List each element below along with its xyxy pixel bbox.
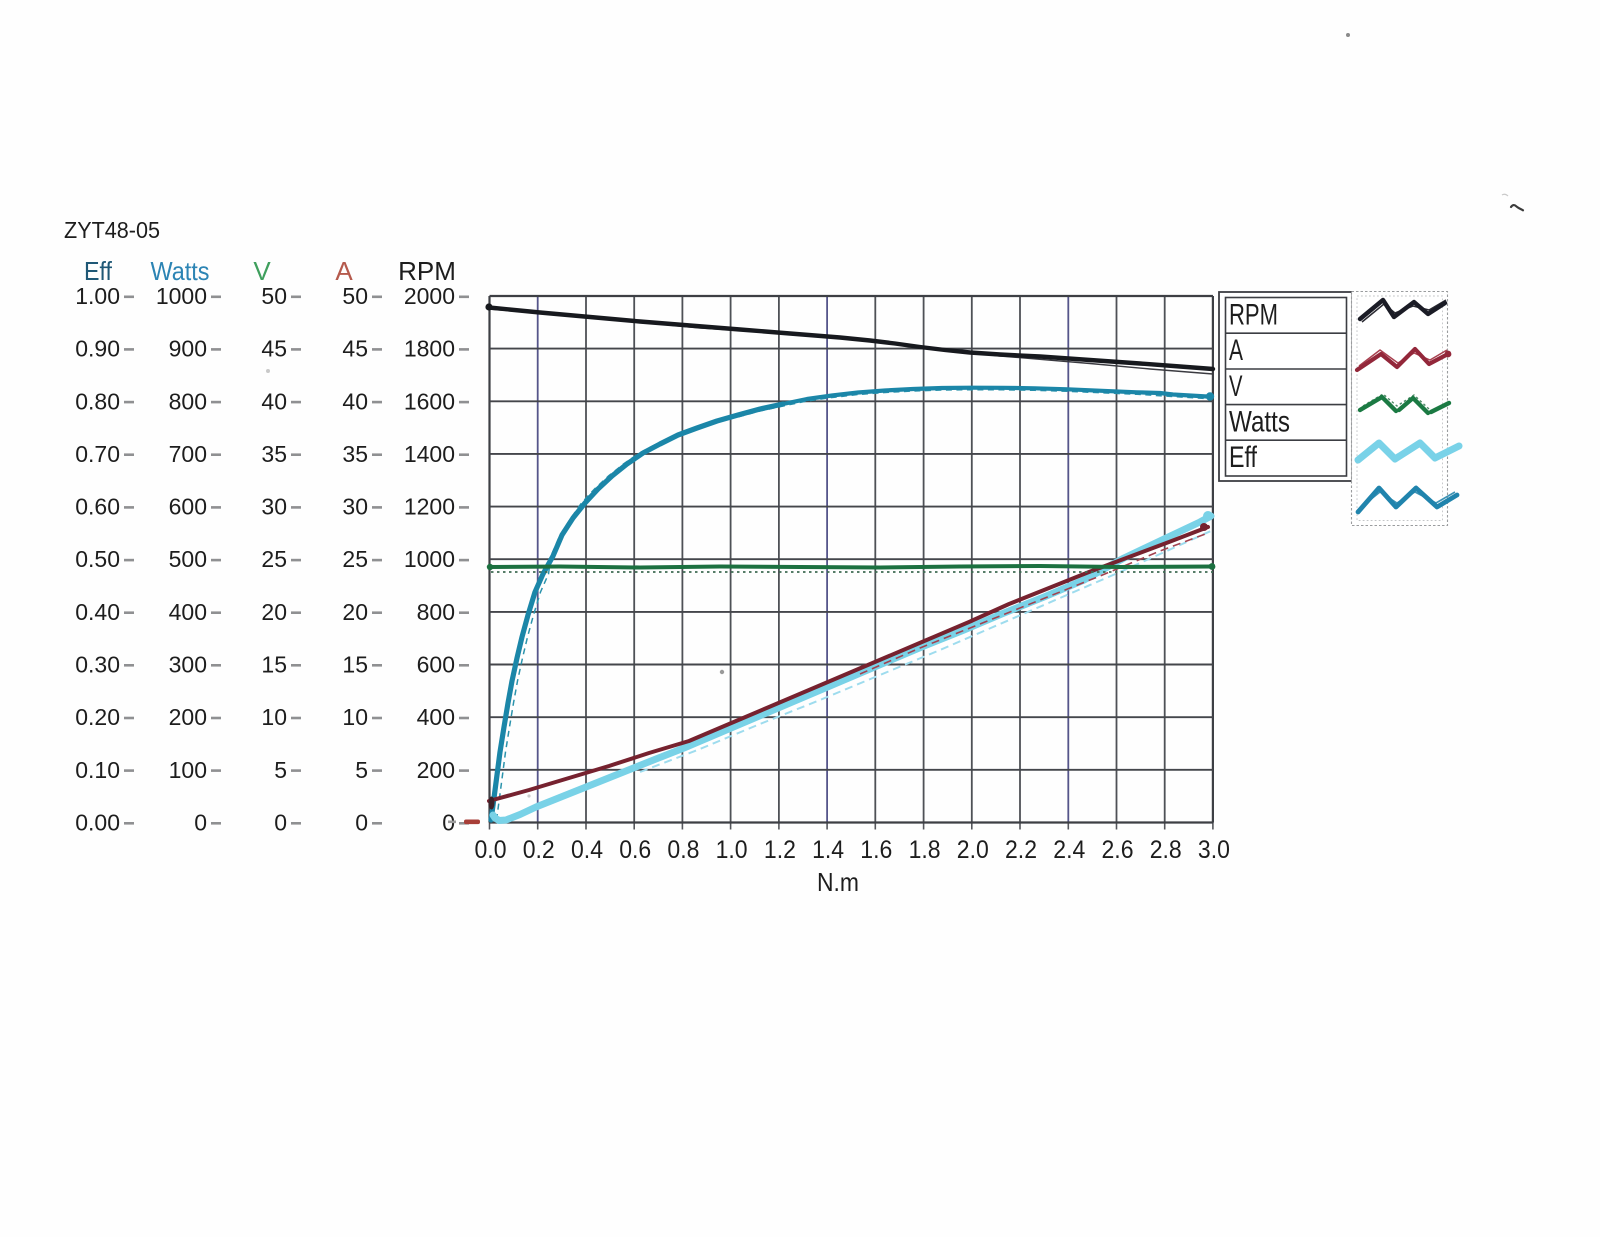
svg-text:1.00: 1.00	[75, 283, 120, 309]
svg-text:Watts: Watts	[1229, 405, 1290, 438]
svg-text:1.0: 1.0	[716, 836, 748, 864]
svg-text:600: 600	[417, 652, 455, 678]
svg-text:1000: 1000	[404, 546, 455, 572]
svg-text:RPM: RPM	[1229, 298, 1278, 331]
svg-text:10: 10	[342, 704, 368, 730]
svg-text:Watts: Watts	[151, 256, 210, 286]
svg-text:2.2: 2.2	[1005, 836, 1037, 864]
svg-text:0.90: 0.90	[75, 336, 120, 362]
svg-text:35: 35	[342, 441, 368, 467]
svg-text:0.10: 0.10	[75, 757, 120, 783]
svg-text:400: 400	[417, 704, 455, 730]
svg-text:3.0: 3.0	[1198, 836, 1230, 864]
svg-text:0.80: 0.80	[75, 388, 120, 414]
svg-text:0.8: 0.8	[667, 836, 699, 864]
svg-text:0.4: 0.4	[571, 836, 603, 864]
svg-text:5: 5	[274, 757, 287, 783]
svg-text:0.50: 0.50	[75, 546, 120, 572]
svg-text:45: 45	[261, 336, 287, 362]
svg-text:5: 5	[355, 757, 368, 783]
svg-text:0.2: 0.2	[523, 836, 555, 864]
svg-text:35: 35	[261, 441, 287, 467]
svg-text:0: 0	[194, 810, 207, 836]
svg-text:600: 600	[169, 494, 207, 520]
svg-text:45: 45	[342, 336, 368, 362]
svg-text:Eff: Eff	[84, 256, 113, 286]
svg-text:40: 40	[342, 388, 368, 414]
svg-text:700: 700	[169, 441, 207, 467]
svg-text:100: 100	[169, 757, 207, 783]
svg-text:200: 200	[169, 704, 207, 730]
svg-text:1000: 1000	[156, 283, 207, 309]
svg-text:0: 0	[355, 810, 368, 836]
svg-text:10: 10	[261, 704, 287, 730]
svg-text:2000: 2000	[404, 283, 455, 309]
svg-text:50: 50	[342, 283, 368, 309]
svg-text:V: V	[253, 256, 271, 286]
svg-text:2.4: 2.4	[1053, 836, 1085, 864]
svg-text:N.m: N.m	[817, 867, 859, 897]
svg-text:30: 30	[261, 494, 287, 520]
svg-text:0.60: 0.60	[75, 494, 120, 520]
svg-text:0.30: 0.30	[75, 652, 120, 678]
svg-text:RPM: RPM	[398, 256, 456, 286]
svg-text:ZYT48-05: ZYT48-05	[64, 217, 160, 243]
svg-text:2.0: 2.0	[957, 836, 989, 864]
svg-text:25: 25	[342, 546, 368, 572]
svg-text:0.0: 0.0	[475, 836, 507, 864]
svg-text:Eff: Eff	[1229, 441, 1258, 474]
svg-text:30: 30	[342, 494, 368, 520]
svg-text:15: 15	[342, 652, 368, 678]
svg-text:20: 20	[342, 599, 368, 625]
svg-text:1400: 1400	[404, 441, 455, 467]
svg-text:1800: 1800	[404, 336, 455, 362]
svg-text:0.6: 0.6	[619, 836, 651, 864]
svg-text:0.20: 0.20	[75, 704, 120, 730]
svg-text:1.2: 1.2	[764, 836, 796, 864]
svg-text:A: A	[1229, 334, 1243, 367]
svg-text:25: 25	[261, 546, 287, 572]
svg-text:1200: 1200	[404, 494, 455, 520]
svg-text:0.00: 0.00	[75, 810, 120, 836]
svg-text:40: 40	[261, 388, 287, 414]
svg-text:200: 200	[417, 757, 455, 783]
svg-text:50: 50	[261, 283, 287, 309]
svg-text:20: 20	[261, 599, 287, 625]
svg-text:500: 500	[169, 546, 207, 572]
svg-text:A: A	[335, 256, 353, 286]
svg-text:0.70: 0.70	[75, 441, 120, 467]
svg-text:400: 400	[169, 599, 207, 625]
svg-text:1.8: 1.8	[909, 836, 941, 864]
svg-text:800: 800	[417, 599, 455, 625]
svg-text:0.40: 0.40	[75, 599, 120, 625]
svg-text:800: 800	[169, 388, 207, 414]
svg-text:1600: 1600	[404, 388, 455, 414]
svg-text:15: 15	[261, 652, 287, 678]
svg-text:1.6: 1.6	[860, 836, 892, 864]
svg-text:300: 300	[169, 652, 207, 678]
svg-text:V: V	[1229, 370, 1243, 403]
svg-text:2.6: 2.6	[1102, 836, 1134, 864]
svg-text:900: 900	[169, 336, 207, 362]
svg-text:1.4: 1.4	[812, 836, 844, 864]
svg-text:0: 0	[274, 810, 287, 836]
svg-text:2.8: 2.8	[1150, 836, 1182, 864]
